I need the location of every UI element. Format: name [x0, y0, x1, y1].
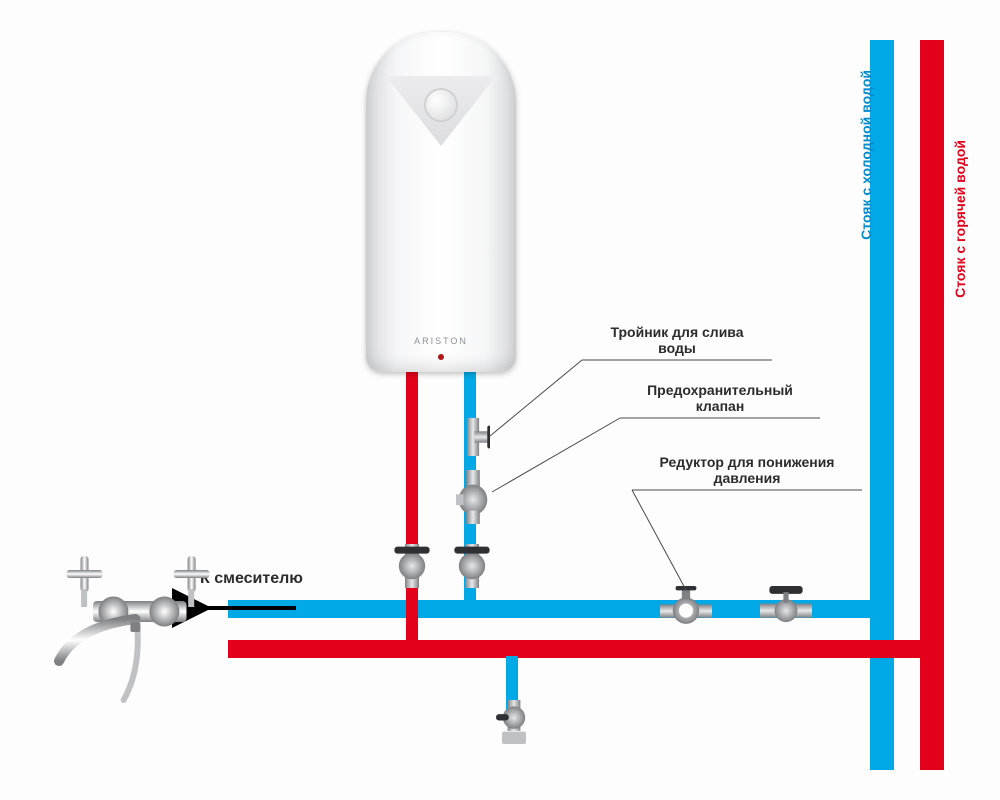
valve-safety-valve [456, 470, 490, 524]
pipe-hot-main-horiz [228, 640, 920, 658]
valve-ball-hot-vert [390, 544, 434, 588]
valve-ball-cold-vert [450, 544, 494, 588]
callout-c1: Тройник для сливаводы [582, 324, 772, 356]
riser-hot [920, 40, 944, 770]
mixer-faucet [42, 556, 212, 706]
pipe-hot-heater-vert [406, 378, 418, 640]
callout-c3: Редуктор для понижениядавления [632, 454, 862, 486]
valve-ball-cold-main [760, 586, 812, 630]
valve-ball-drain [494, 700, 534, 744]
callout-c2: Предохранительныйклапан [620, 382, 820, 414]
pipe-hot-outlet-stub [406, 372, 418, 378]
riser-hot-label: Стояк с горячей водой [952, 140, 968, 298]
valve-reducer [660, 586, 712, 630]
water-heater: ARISTON [366, 32, 516, 372]
riser-cold-label: Стояк с холодной водой [858, 70, 874, 240]
mixer-label: К смесителю [200, 570, 303, 588]
pipe-cold-inlet-stub [464, 372, 476, 378]
valve-tee-drain [456, 418, 490, 456]
thermostat-dial [426, 90, 456, 120]
heater-led [438, 354, 444, 360]
diagram-stage: { "canvas": { "w": 1000, "h": 800, "bg":… [0, 0, 1000, 800]
heater-brand: ARISTON [414, 336, 468, 346]
